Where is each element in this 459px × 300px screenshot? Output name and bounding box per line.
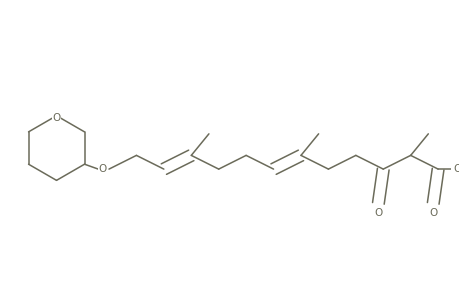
Text: O: O (52, 113, 61, 123)
Text: O: O (98, 164, 106, 174)
Text: O: O (453, 164, 459, 174)
Text: O: O (374, 208, 382, 218)
Text: O: O (428, 208, 437, 218)
